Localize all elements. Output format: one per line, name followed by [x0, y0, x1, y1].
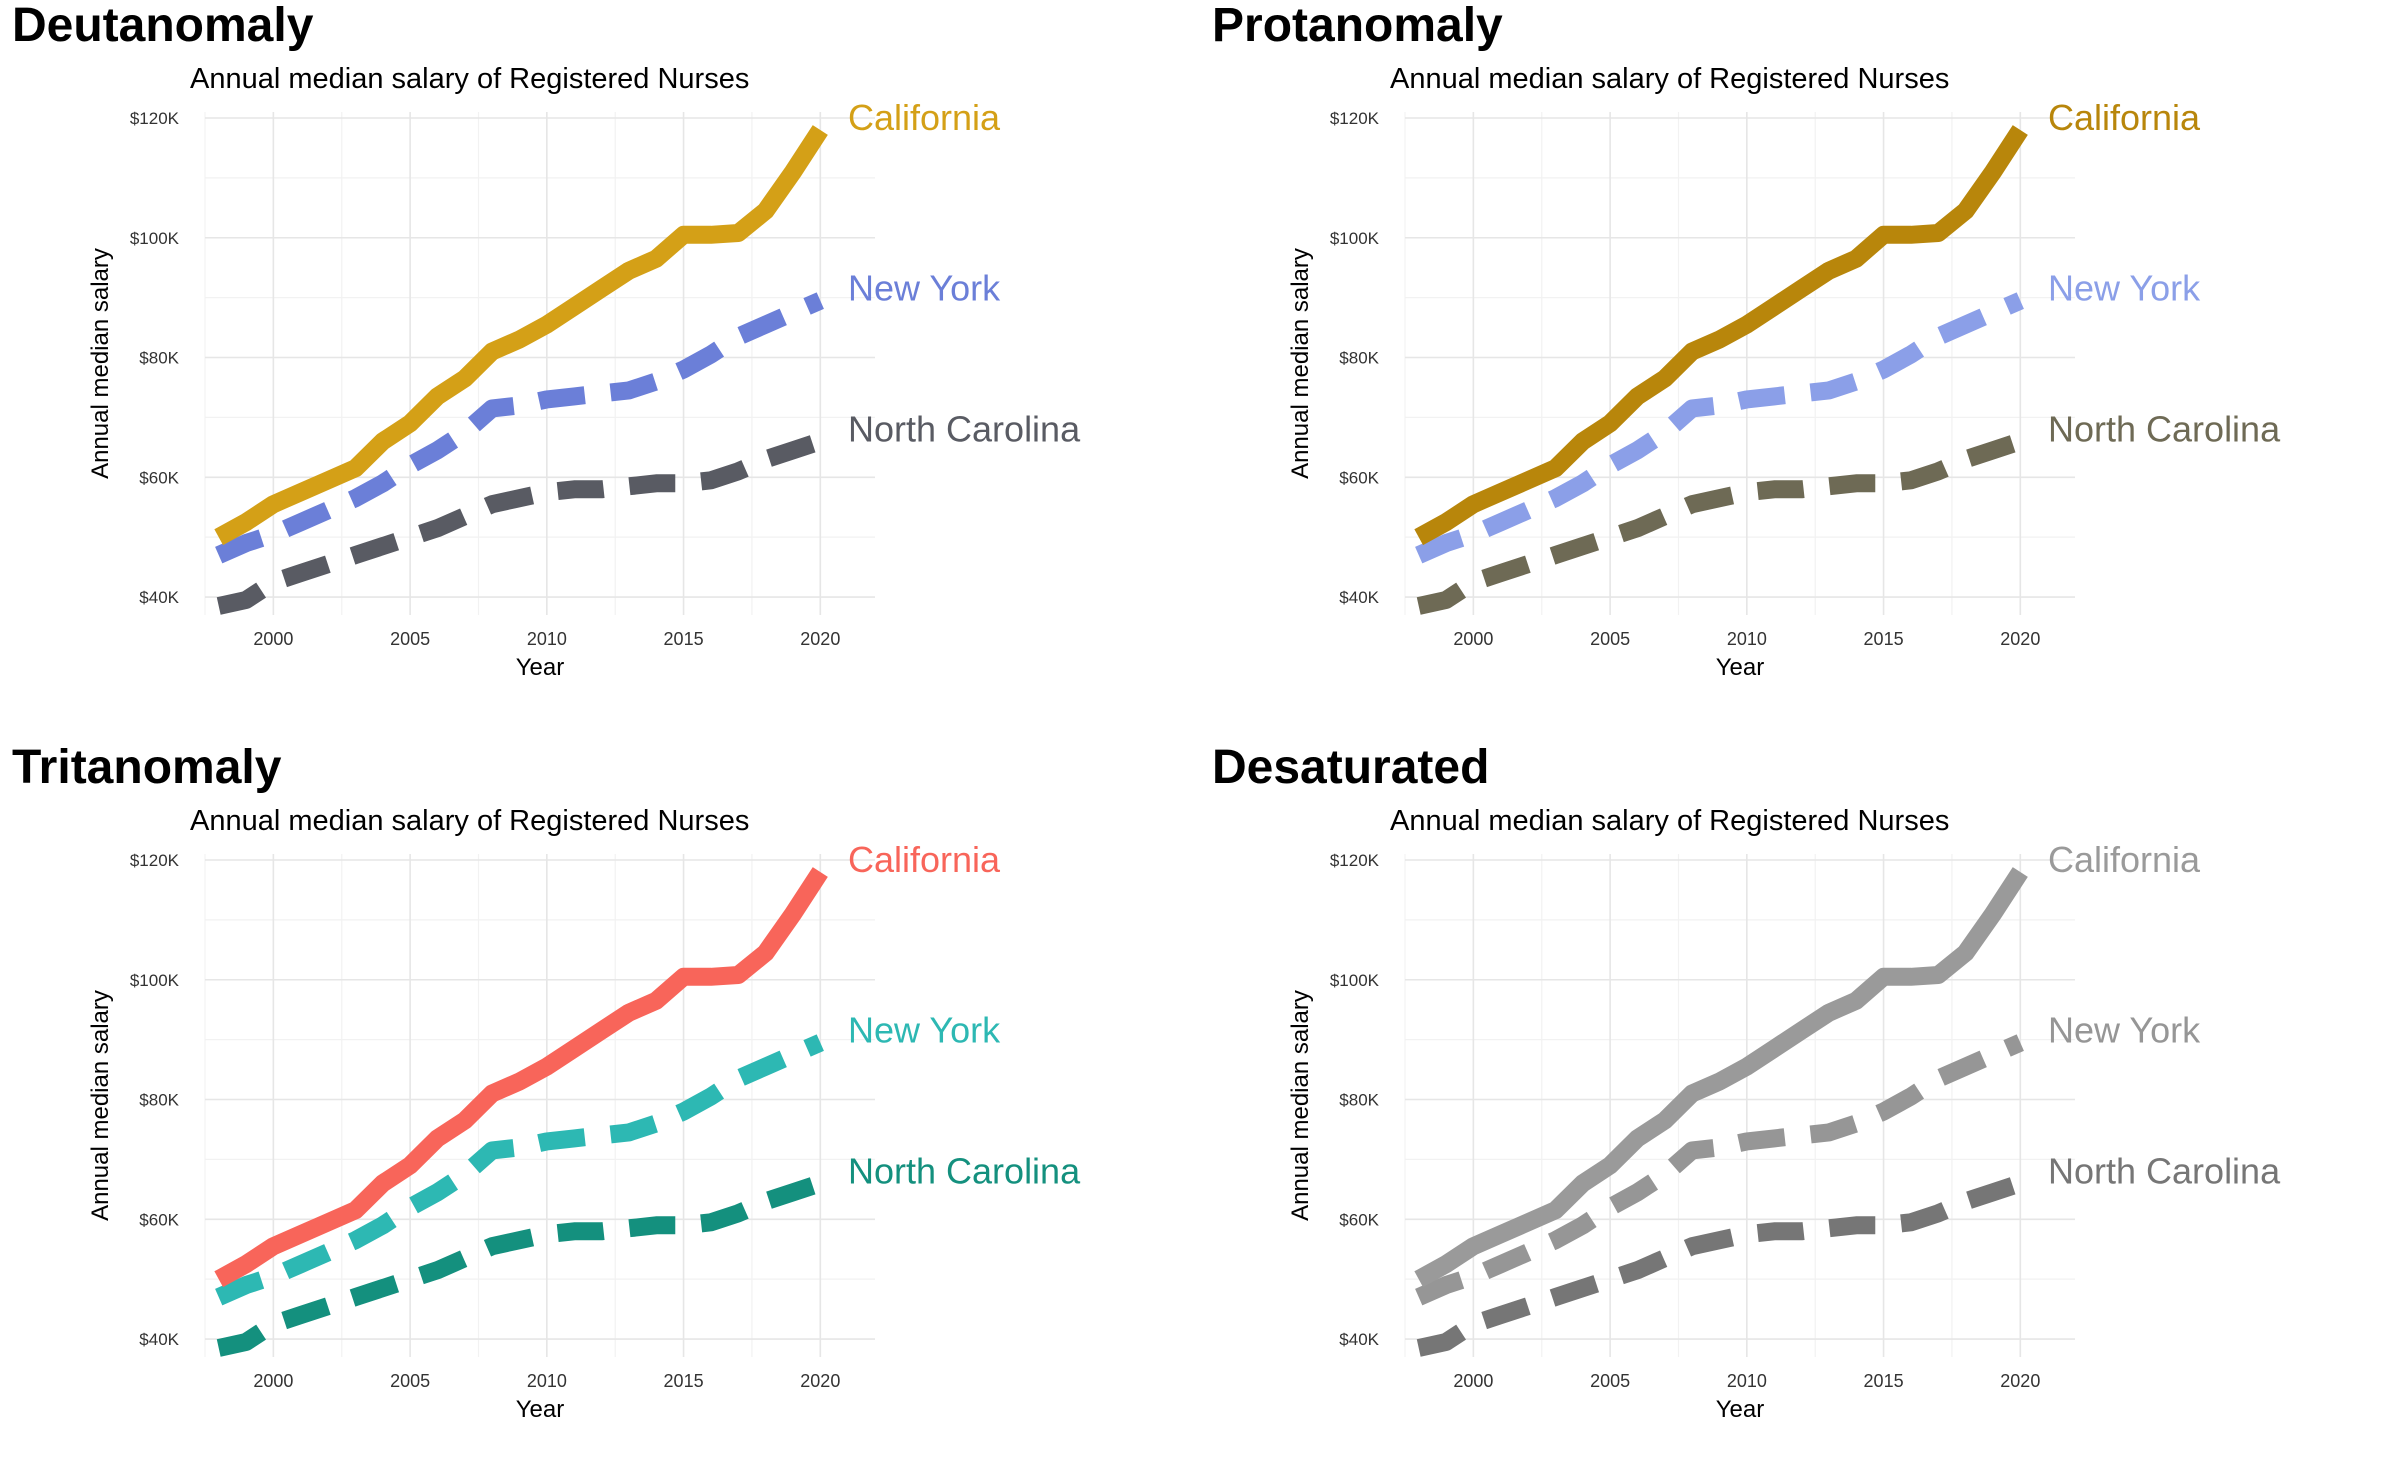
x-tick-label: 2005 [1590, 1371, 1630, 1391]
y-tick-label: $120K [130, 109, 180, 128]
y-tick-label: $60K [1339, 468, 1379, 487]
x-axis-label: Year [516, 654, 565, 681]
x-tick-label: 2010 [527, 629, 567, 649]
y-tick-label: $40K [1339, 588, 1379, 607]
y-axis-label: Annual median salary [1287, 248, 1314, 479]
series-line [1415, 1034, 2024, 1306]
y-tick-label: $120K [130, 851, 180, 870]
x-tick-label: 2000 [253, 629, 293, 649]
y-tick-label: $100K [1330, 971, 1380, 990]
x-tick-label: 2005 [1590, 629, 1630, 649]
series-label: New York [848, 1010, 1001, 1051]
y-axis-label: Annual median salary [87, 990, 114, 1221]
x-tick-label: 2015 [1864, 1371, 1904, 1391]
series-line [1414, 867, 2028, 1288]
series-label: California [848, 97, 1001, 138]
x-tick-label: 2000 [253, 1371, 293, 1391]
y-tick-label: $80K [1339, 349, 1379, 368]
series-label: North Carolina [848, 1150, 1081, 1191]
x-tick-label: 2015 [664, 629, 704, 649]
series-line [1415, 292, 2024, 564]
y-tick-label: $120K [1330, 109, 1380, 128]
y-tick-label: $40K [139, 1330, 179, 1349]
series-label: California [2048, 839, 2201, 880]
x-tick-label: 2005 [390, 629, 430, 649]
x-tick-label: 2010 [1727, 629, 1767, 649]
chart-subtitle: Annual median salary of Registered Nurse… [1390, 805, 1949, 837]
series-line [216, 1174, 824, 1357]
series-line [214, 125, 828, 546]
y-tick-label: $60K [139, 468, 179, 487]
y-tick-label: $100K [130, 971, 180, 990]
y-tick-label: $80K [139, 349, 179, 368]
series-label: New York [848, 268, 1001, 309]
series-line [215, 1034, 824, 1306]
panel-title: Tritanomaly [12, 741, 282, 794]
y-tick-label: $120K [1330, 851, 1380, 870]
series-label: North Carolina [2048, 408, 2281, 449]
series-label: California [848, 839, 1001, 880]
chart-subtitle: Annual median salary of Registered Nurse… [190, 63, 749, 95]
series-line [214, 867, 828, 1288]
line-chart: 2000 2005 2010 2015 2020 $40K $60K $80K $100K $12… [87, 805, 1081, 1423]
chart-panel-deutanomaly: Deutanomaly 2000 2005 2010 2015 2020 $40K $60K… [0, 0, 1200, 740]
y-tick-label: $100K [130, 229, 180, 248]
series-line [215, 292, 824, 564]
series-line [1416, 1174, 2024, 1357]
y-tick-label: $80K [139, 1091, 179, 1110]
series-line [1414, 125, 2028, 546]
panel-title: Protanomaly [1212, 0, 1503, 52]
series-label: New York [2048, 268, 2201, 309]
x-tick-label: 2000 [1453, 629, 1493, 649]
x-tick-label: 2015 [1864, 629, 1904, 649]
x-tick-label: 2020 [2000, 629, 2040, 649]
y-tick-label: $60K [139, 1210, 179, 1229]
series-label: North Carolina [2048, 1150, 2281, 1191]
series-line [1416, 432, 2024, 615]
chart-subtitle: Annual median salary of Registered Nurse… [1390, 63, 1949, 95]
series-label: North Carolina [848, 408, 1081, 449]
x-tick-label: 2020 [800, 1371, 840, 1391]
x-tick-label: 2010 [1727, 1371, 1767, 1391]
y-axis-label: Annual median salary [87, 248, 114, 479]
x-axis-label: Year [1716, 654, 1765, 681]
y-tick-label: $80K [1339, 1091, 1379, 1110]
x-tick-label: 2015 [664, 1371, 704, 1391]
line-chart: 2000 2005 2010 2015 2020 $40K $60K $80K $100K $12… [1287, 63, 2281, 681]
chart-panel-protanomaly: Protanomaly 2000 2005 2010 2015 2020 $40K $60K… [1200, 0, 2400, 740]
y-axis-label: Annual median salary [1287, 990, 1314, 1221]
x-tick-label: 2000 [1453, 1371, 1493, 1391]
series-label: California [2048, 97, 2201, 138]
x-tick-label: 2010 [527, 1371, 567, 1391]
line-chart: 2000 2005 2010 2015 2020 $40K $60K $80K $100K $12… [1287, 805, 2281, 1423]
panel-title: Desaturated [1212, 741, 1490, 794]
series-label: New York [2048, 1010, 2201, 1051]
y-tick-label: $100K [1330, 229, 1380, 248]
y-tick-label: $60K [1339, 1210, 1379, 1229]
chart-panel-tritanomaly: Tritanomaly 2000 2005 2010 2015 2020 $40K $60K… [0, 742, 1200, 1482]
x-axis-label: Year [516, 1396, 565, 1423]
y-tick-label: $40K [1339, 1330, 1379, 1349]
line-chart: 2000 2005 2010 2015 2020 $40K $60K $80K $100K $12… [87, 63, 1081, 681]
x-tick-label: 2005 [390, 1371, 430, 1391]
chart-panel-desaturated: Desaturated 2000 2005 2010 2015 2020 $40K $60K… [1200, 742, 2400, 1482]
x-tick-label: 2020 [2000, 1371, 2040, 1391]
panel-title: Deutanomaly [12, 0, 314, 52]
series-line [216, 432, 824, 615]
x-tick-label: 2020 [800, 629, 840, 649]
x-axis-label: Year [1716, 1396, 1765, 1423]
y-tick-label: $40K [139, 588, 179, 607]
chart-subtitle: Annual median salary of Registered Nurse… [190, 805, 749, 837]
